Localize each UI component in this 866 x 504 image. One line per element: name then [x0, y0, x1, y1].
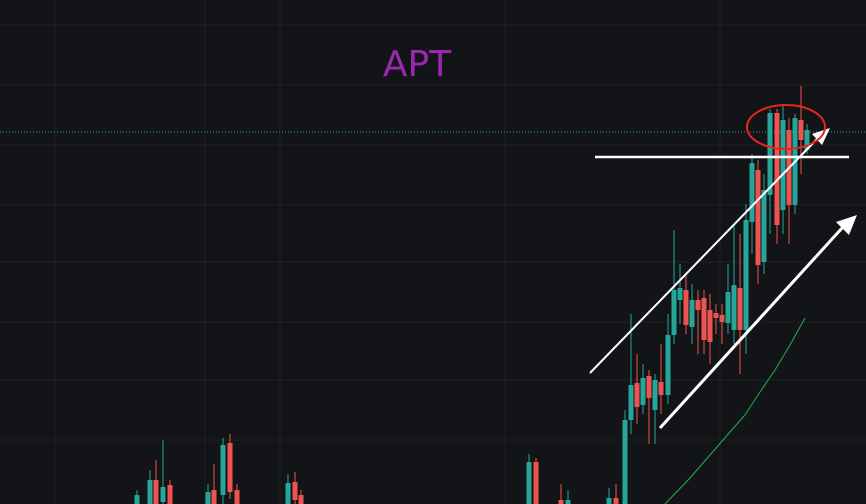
candle-body	[725, 292, 731, 323]
candle-body	[533, 462, 539, 504]
candle-body	[731, 285, 737, 330]
candle-body	[211, 490, 217, 504]
candle-body	[160, 487, 166, 502]
candle-body	[646, 376, 652, 398]
candle-body	[780, 120, 786, 210]
candle-body	[719, 315, 725, 322]
candle-body	[167, 485, 173, 504]
trend-arrow	[658, 225, 845, 430]
candle-body	[774, 113, 780, 225]
candle-body	[755, 170, 761, 265]
candle-body	[205, 492, 211, 504]
candle-body	[234, 490, 240, 504]
candle-body	[147, 480, 153, 504]
candle-body	[713, 313, 719, 318]
moving-average	[664, 317, 806, 504]
candle-body	[227, 443, 233, 492]
candle-body	[701, 298, 707, 340]
candle-body	[628, 385, 634, 420]
candle-body	[683, 290, 689, 325]
candle-body	[298, 495, 304, 504]
candle-body	[665, 335, 671, 395]
candle-body	[565, 500, 571, 504]
trend-arrow	[589, 137, 819, 374]
candle-body	[767, 113, 773, 195]
candle-body	[153, 480, 159, 504]
candle-body	[613, 498, 619, 504]
candle-body	[558, 500, 564, 504]
highlight-ellipse	[746, 104, 826, 150]
candle-body	[526, 462, 532, 504]
candle-body	[622, 420, 628, 504]
candle-body	[134, 495, 140, 504]
candle-body	[749, 163, 755, 222]
candle-body	[707, 310, 713, 342]
candle-body	[761, 190, 767, 262]
candle-body	[640, 378, 646, 405]
candle-body	[658, 382, 664, 395]
candles	[134, 86, 810, 504]
candle-body	[743, 220, 749, 330]
candle-body	[292, 482, 298, 500]
candle-body	[737, 288, 743, 330]
candle-body	[689, 300, 695, 327]
candle-body	[220, 445, 226, 495]
candle-body	[285, 483, 291, 504]
candle-body	[677, 288, 683, 300]
annotations	[589, 104, 857, 430]
candle-body	[634, 383, 640, 407]
candle-body	[671, 290, 677, 335]
candle-body	[804, 130, 810, 150]
chart-title: APT	[383, 44, 452, 85]
arrow-head	[836, 215, 857, 235]
candle-body	[798, 120, 804, 140]
candle-body	[652, 380, 658, 410]
candle-body	[606, 498, 612, 504]
candle-body	[695, 300, 701, 310]
